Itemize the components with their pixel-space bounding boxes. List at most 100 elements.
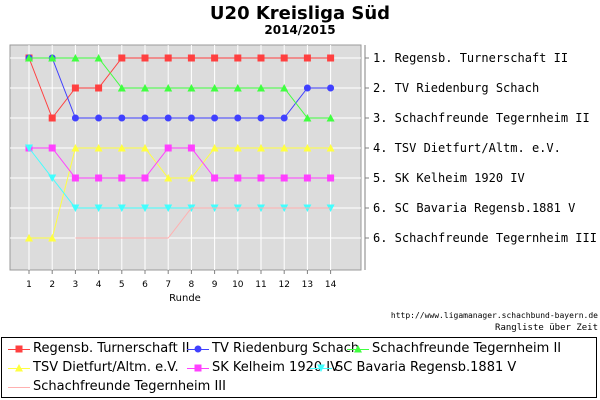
data-point [25, 234, 33, 242]
x-tick-label: 3 [73, 280, 79, 290]
data-point [327, 174, 335, 182]
rank-label: 6. SC Bavaria Regensb.1881 V [373, 201, 575, 215]
legend-marker [354, 345, 362, 353]
legend-item: SC Bavaria Regensb.1881 V [310, 359, 516, 377]
legend-label: Schachfreunde Tegernheim III [33, 379, 226, 394]
data-point [117, 84, 126, 92]
data-point [95, 84, 103, 92]
chart-area: U20 Kreisliga Süd 2014/2015 1 2 3 4 5 6 7 8 9 10 1… [9, 3, 598, 333]
data-point [164, 144, 172, 152]
x-tick-label: 10 [232, 280, 244, 290]
data-point [48, 54, 57, 62]
legend-label: Schachfreunde Tegernheim II [372, 341, 562, 356]
data-point [71, 54, 80, 62]
series-1 [25, 54, 335, 122]
data-point [326, 144, 335, 152]
legend-label: SK Kelheim 1920 IV [212, 360, 339, 375]
legend-marker [194, 345, 202, 353]
data-point [187, 144, 195, 152]
x-tick-label: 12 [278, 280, 289, 290]
series-line [28, 57, 331, 120]
data-point [211, 174, 219, 182]
data-point [118, 114, 126, 122]
data-point [233, 84, 242, 92]
series-lines [25, 54, 335, 242]
x-tick-label: 6 [142, 280, 148, 290]
data-point [234, 114, 242, 122]
x-tick-label: 7 [165, 280, 171, 290]
data-point [117, 144, 126, 152]
data-point [48, 114, 56, 122]
data-point [257, 174, 265, 182]
source-url: http://www.ligamanager.schachbund-bayern… [391, 311, 598, 320]
data-point [71, 114, 79, 122]
data-point [327, 84, 335, 92]
rank-label: 1. Regensb. Turnerschaft II [373, 51, 568, 65]
series-line [75, 207, 331, 239]
data-point [303, 114, 312, 122]
data-point [141, 84, 149, 92]
legend-swatch [8, 361, 30, 375]
data-point [234, 174, 242, 182]
data-point [326, 114, 335, 122]
data-point [48, 144, 56, 152]
plot-background [9, 44, 362, 271]
data-point [280, 144, 289, 152]
legend-label: TV Riedenburg Schach [212, 341, 360, 356]
data-point [280, 174, 288, 182]
x-axis-ticks: 1 2 3 4 5 6 7 8 9 10 11 12 13 14 [26, 270, 337, 290]
data-point [164, 84, 173, 92]
legend-item: TV Riedenburg Schach [187, 340, 359, 358]
legend-marker [15, 364, 23, 372]
data-point [141, 54, 149, 62]
data-point [118, 54, 126, 62]
data-point [210, 144, 219, 152]
data-point [71, 174, 79, 182]
legend-item: SK Kelheim 1920 IV [187, 359, 339, 377]
series-line [29, 57, 331, 119]
data-point [164, 114, 172, 122]
data-point [234, 54, 242, 62]
data-point [280, 84, 289, 92]
legend-swatch [187, 342, 209, 356]
legend: Regensb. Turnerschaft II TV Riedenburg Sc… [1, 337, 597, 398]
data-point [303, 174, 311, 182]
data-point [118, 174, 126, 182]
legend-marker [15, 345, 23, 353]
data-point [164, 204, 173, 212]
legend-marker [317, 364, 325, 372]
data-point [257, 114, 265, 122]
legend-swatch [8, 342, 30, 356]
rank-labels: 1. Regensb. Turnerschaft II 2. TV Riedenb… [364, 45, 597, 270]
chart-caption: Rangliste über Zeit [495, 323, 598, 333]
x-tick-label: 13 [302, 280, 313, 290]
x-tick-label: 4 [96, 280, 102, 290]
x-axis-label: Runde [169, 293, 201, 304]
data-point [71, 144, 80, 152]
series-3 [25, 54, 335, 122]
x-tick-label: 8 [189, 280, 195, 290]
data-point [280, 54, 288, 62]
data-point [303, 54, 311, 62]
data-point [48, 174, 57, 182]
x-tick-label: 5 [119, 280, 125, 290]
data-point [303, 84, 311, 92]
data-point [187, 174, 196, 182]
rank-label: 3. Schachfreunde Tegernheim II [373, 111, 590, 125]
legend-label: SC Bavaria Regensb.1881 V [335, 360, 517, 375]
data-point [141, 144, 149, 152]
data-point [211, 114, 219, 122]
series-line [29, 57, 331, 119]
data-point [71, 204, 80, 212]
x-tick-label: 9 [212, 280, 218, 290]
legend-item: TSV Dietfurt/Altm. e.V. [8, 359, 179, 377]
data-point [117, 204, 126, 212]
data-point [94, 204, 103, 212]
series-line [29, 147, 331, 239]
legend-label: Regensb. Turnerschaft II [33, 341, 190, 356]
legend-item: Regensb. Turnerschaft II [8, 340, 190, 358]
data-point [48, 234, 57, 242]
x-tick-label: 1 [26, 280, 32, 290]
data-point [71, 84, 79, 92]
legend-swatch [187, 361, 209, 375]
